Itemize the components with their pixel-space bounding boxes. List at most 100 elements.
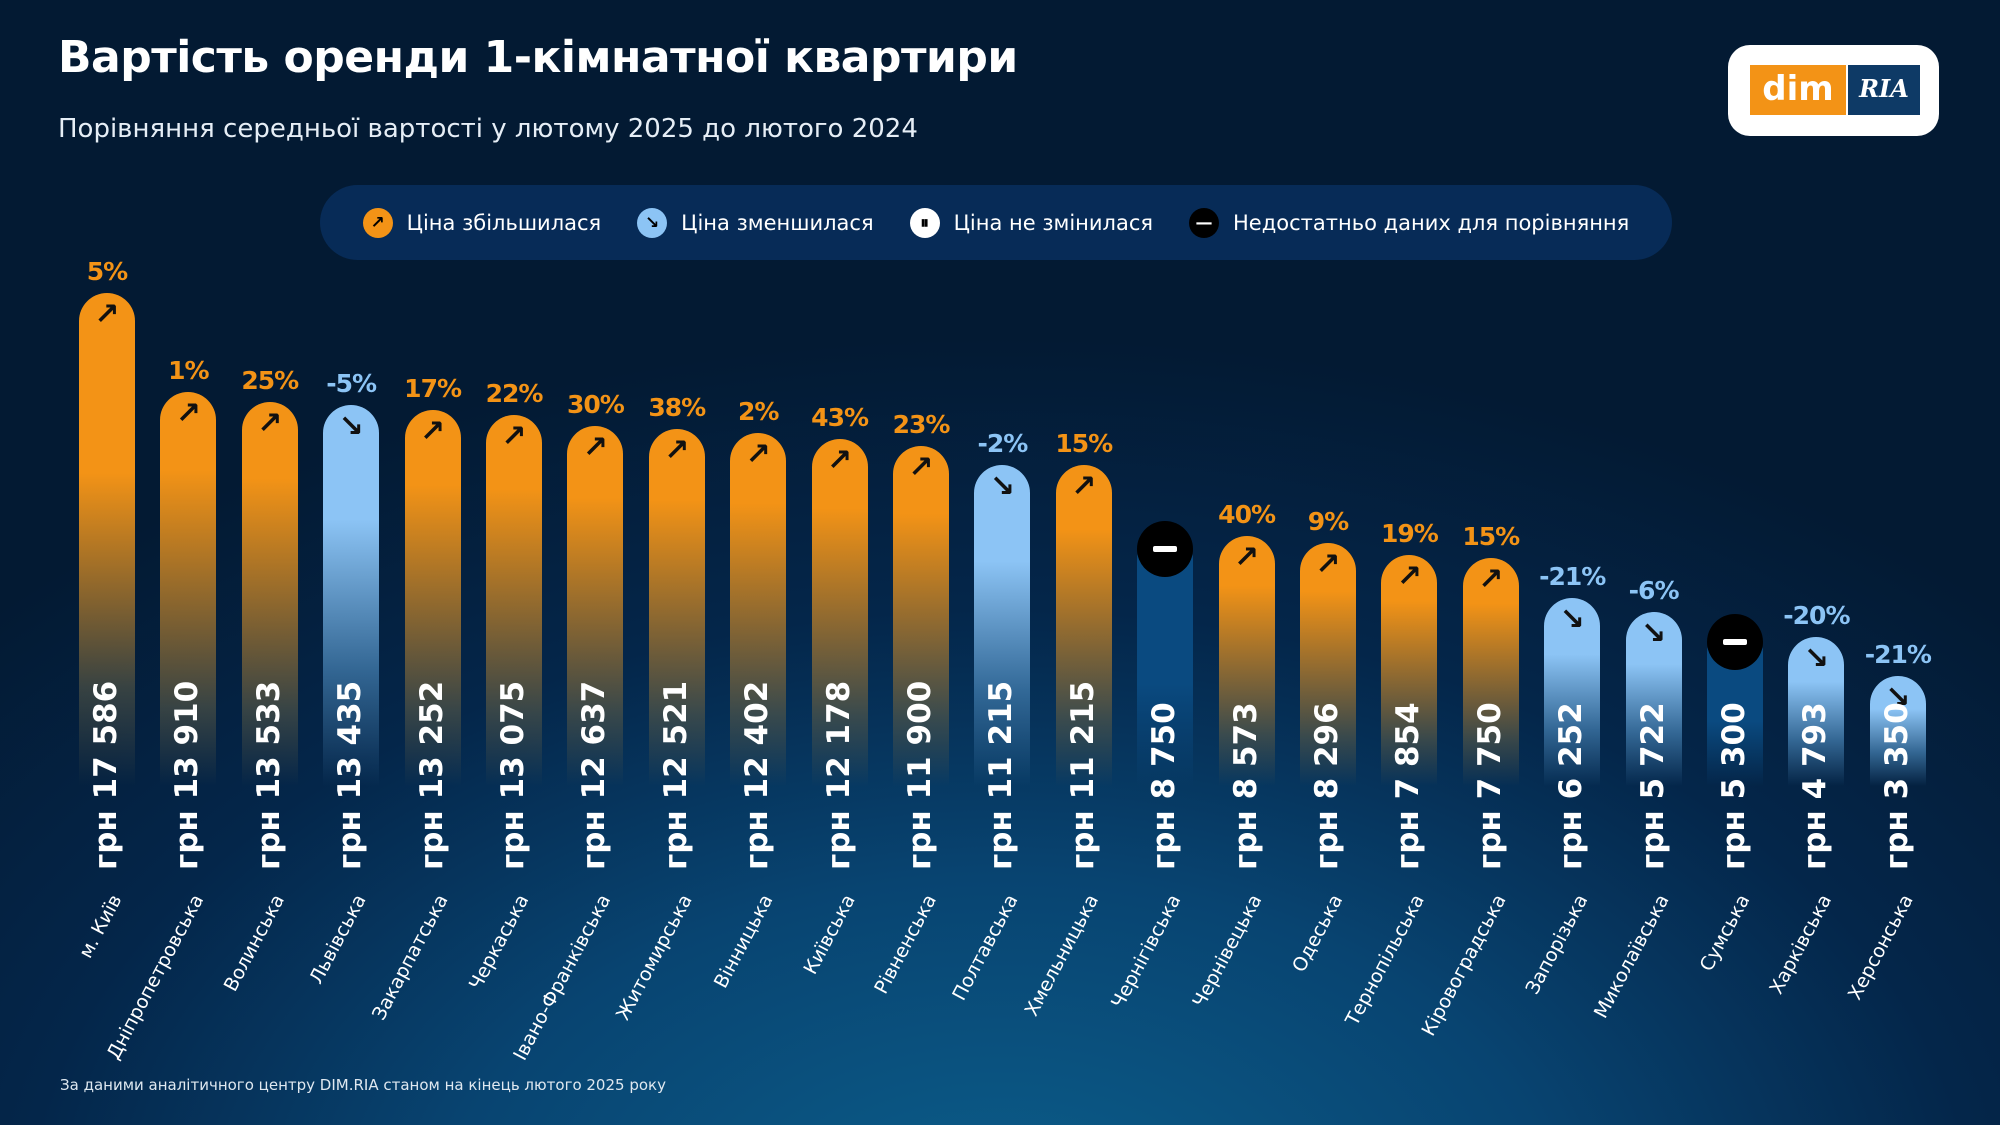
arrow-down-right-icon: ↘ xyxy=(1559,601,1585,637)
region-label: Миколаївська xyxy=(1589,890,1674,1023)
region-label: Харківська xyxy=(1765,890,1837,998)
change-label: 19% xyxy=(1380,518,1439,548)
change-label: 23% xyxy=(892,410,951,440)
bar xyxy=(567,426,624,786)
region-label: Херсонська xyxy=(1843,890,1918,1004)
arrow-up-right-icon: ↗ xyxy=(582,430,608,466)
logo-ria: RIA xyxy=(1848,65,1920,115)
region-label: Тернопільська xyxy=(1341,890,1430,1030)
bar xyxy=(974,464,1031,786)
bar xyxy=(1218,535,1275,786)
arrow-up-right-icon: ↗ xyxy=(827,442,853,478)
arrow-up-right-icon: ↗ xyxy=(94,297,120,333)
region-label: Кіровоградська xyxy=(1417,890,1511,1040)
arrow-up-right-icon: ↗ xyxy=(1315,547,1341,582)
region-label: Черкаська xyxy=(465,890,534,994)
bar xyxy=(1055,464,1112,786)
bar xyxy=(1544,597,1601,786)
change-label: -5% xyxy=(326,368,377,398)
price-label: грн 13 435 xyxy=(332,680,369,870)
bar xyxy=(241,402,298,786)
change-label: -20% xyxy=(1783,601,1850,631)
bar xyxy=(1625,612,1682,786)
bar xyxy=(1381,554,1438,786)
region-label: Рівненська xyxy=(870,890,941,998)
arrow-up-right-icon: ↗ xyxy=(257,406,283,442)
arrow-up-right-icon: ↗ xyxy=(1234,539,1260,575)
region-label: Закарпатська xyxy=(367,890,453,1024)
page-subtitle: Порівняння середньої вартості у лютому 2… xyxy=(58,114,918,144)
arrow-down-right-icon: ↘ xyxy=(989,468,1015,504)
arrow-down-right-icon: ↘ xyxy=(1885,679,1911,715)
bar xyxy=(811,438,868,786)
bar xyxy=(893,446,949,786)
change-label: 25% xyxy=(241,366,299,396)
legend-label: Ціна не змінилася xyxy=(953,210,1154,235)
change-label: 15% xyxy=(1055,428,1113,458)
change-label: 43% xyxy=(811,402,869,432)
no-data-icon xyxy=(1707,613,1763,670)
bar xyxy=(1462,557,1519,786)
legend-item-down: ↘ Ціна зменшилася xyxy=(637,207,874,238)
arrow-down-right-icon: ↘ xyxy=(637,207,668,238)
logo-dim: dim xyxy=(1750,65,1846,115)
region-label: Волинська xyxy=(220,890,290,996)
bar xyxy=(79,293,135,786)
price-label: грн 12 521 xyxy=(657,680,694,870)
price-label: грн 7 854 xyxy=(1390,702,1427,870)
legend: ↗ Ціна збільшилася ↘ Ціна зменшилася ⏸ Ціна н… xyxy=(320,185,1672,260)
bar xyxy=(648,429,705,786)
change-label: 30% xyxy=(566,390,625,420)
bar xyxy=(486,414,542,786)
region-label: Київська xyxy=(799,890,860,979)
arrow-up-right-icon: ↗ xyxy=(908,450,934,486)
legend-item-up: ↗ Ціна збільшилася xyxy=(362,207,601,238)
arrow-up-right-icon: ↗ xyxy=(501,418,527,454)
arrow-up-right-icon: ↗ xyxy=(175,396,201,432)
bar xyxy=(323,404,380,786)
bar xyxy=(730,432,787,786)
change-label: 40% xyxy=(1218,499,1276,529)
change-label: 22% xyxy=(485,378,544,408)
change-label: 5% xyxy=(86,257,128,287)
change-label: -6% xyxy=(1628,576,1680,606)
price-label: грн 7 750 xyxy=(1471,702,1508,870)
arrow-up-right-icon: ↗ xyxy=(745,436,771,472)
change-label: -21% xyxy=(1539,561,1606,591)
legend-label: Недостатньо даних для порівняння xyxy=(1233,210,1630,235)
arrow-up-right-icon: ↗ xyxy=(1478,561,1504,597)
price-label: грн 5 300 xyxy=(1716,702,1752,870)
change-label: -21% xyxy=(1864,639,1932,669)
price-label: грн 13 910 xyxy=(169,680,206,870)
price-label: грн 3 350 xyxy=(1878,702,1915,870)
region-label: Житомирська xyxy=(611,890,697,1024)
price-label: грн 17 586 xyxy=(88,680,124,870)
bar xyxy=(1788,637,1845,786)
arrow-down-right-icon: ↘ xyxy=(1803,641,1829,677)
region-label: Одеська xyxy=(1288,890,1348,976)
arrow-up-right-icon: ↗ xyxy=(362,207,393,238)
price-label: грн 11 215 xyxy=(1064,680,1101,870)
source-footnote: За даними аналітичного центру DIM.RIA ст… xyxy=(60,1076,666,1094)
pause-icon: ⏸ xyxy=(909,207,940,238)
change-label: 15% xyxy=(1462,521,1520,551)
price-label: грн 4 793 xyxy=(1797,702,1834,870)
bar xyxy=(404,409,461,786)
price-label: грн 12 402 xyxy=(739,680,776,870)
legend-item-same: ⏸ Ціна не змінилася xyxy=(909,207,1154,238)
price-label: грн 8 296 xyxy=(1309,702,1345,870)
region-label: Львівська xyxy=(305,890,371,988)
arrow-up-right-icon: ↗ xyxy=(1071,468,1097,504)
minus-icon: — xyxy=(1189,207,1220,238)
arrow-up-right-icon: ↗ xyxy=(420,413,446,449)
price-label: грн 13 533 xyxy=(250,680,287,870)
price-label: грн 5 722 xyxy=(1634,702,1671,870)
arrow-up-right-icon: ↗ xyxy=(664,433,690,469)
region-label: Полтавська xyxy=(947,890,1023,1005)
bar xyxy=(160,392,217,786)
legend-label: Ціна зменшилася xyxy=(681,210,874,235)
arrow-down-right-icon: ↘ xyxy=(1641,616,1667,652)
no-data-icon xyxy=(1137,520,1194,577)
page-title: Вартість оренди 1-кімнатної квартири xyxy=(58,32,1018,83)
region-label: Чернівецька xyxy=(1188,890,1267,1012)
